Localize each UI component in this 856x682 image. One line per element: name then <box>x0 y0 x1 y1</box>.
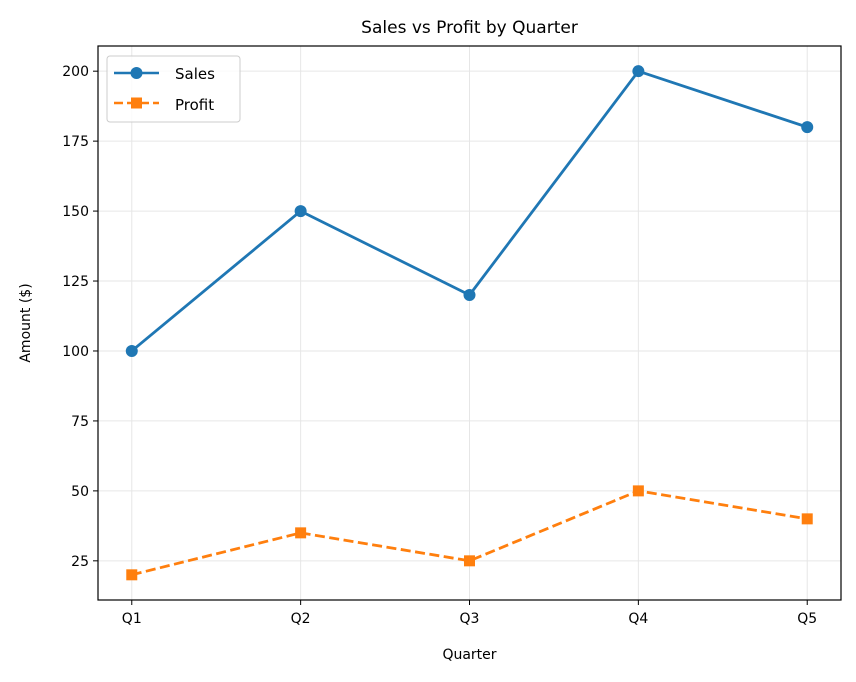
y-tick-label: 150 <box>62 204 89 220</box>
y-tick-label: 25 <box>71 554 89 570</box>
legend-profit-marker <box>131 97 142 109</box>
legend: Sales Profit <box>106 55 241 123</box>
x-tick-label: Q2 <box>291 611 311 627</box>
x-tick-label: Q4 <box>628 611 648 627</box>
grid <box>98 46 841 600</box>
legend-box <box>106 55 241 123</box>
ticks: Q1 Q2 Q3 Q4 Q5 25 50 75 100 125 150 175 200 <box>62 64 817 627</box>
y-tick-label: 125 <box>62 274 89 290</box>
chart-title: Sales vs Profit by Quarter <box>361 18 578 38</box>
series-sales-point <box>294 205 307 218</box>
x-tick-label: Q1 <box>122 611 142 627</box>
x-axis-label: Quarter <box>442 647 496 663</box>
x-tick-label: Q5 <box>797 611 817 627</box>
y-axis-label: Amount ($) <box>18 283 34 362</box>
series-profit-point <box>632 485 644 497</box>
y-tick-label: 75 <box>71 414 89 430</box>
series-profit-point <box>801 513 813 525</box>
y-tick-label: 50 <box>71 484 89 500</box>
legend-sales-marker <box>130 67 143 79</box>
series-layer <box>125 65 814 581</box>
series-sales-point <box>463 289 476 302</box>
legend-profit-label: Profit <box>175 96 214 114</box>
series-profit-point <box>126 569 138 581</box>
y-tick-label: 100 <box>62 344 89 360</box>
series-sales-point <box>801 121 814 134</box>
legend-sales-label: Sales <box>175 65 215 83</box>
series-sales-point <box>632 65 645 78</box>
series-profit-point <box>464 555 475 567</box>
series-profit-line <box>131 489 808 577</box>
series-profit-point <box>295 527 307 539</box>
series-sales-point <box>125 344 138 357</box>
y-tick-label: 200 <box>62 64 89 80</box>
y-tick-label: 175 <box>62 134 89 150</box>
x-tick-label: Q3 <box>460 611 480 627</box>
